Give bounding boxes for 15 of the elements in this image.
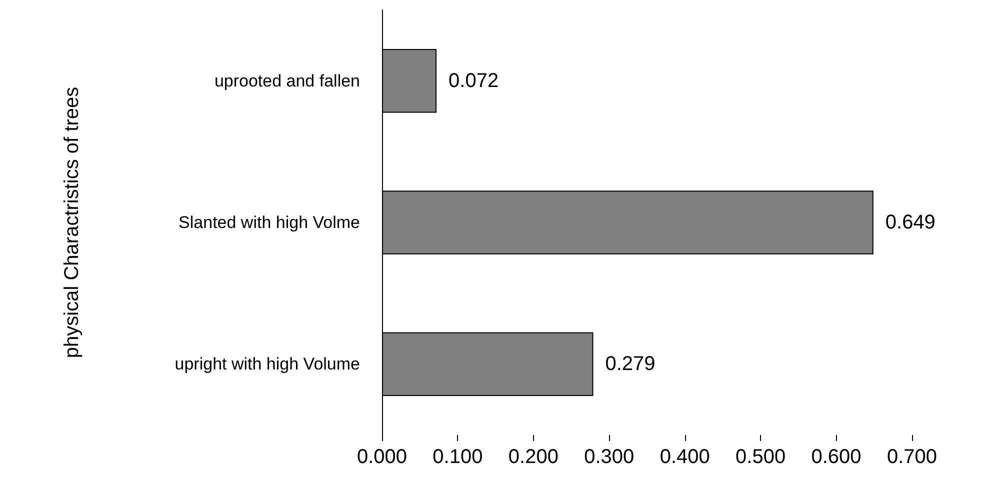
x-tick-label: 0.500 xyxy=(736,446,786,468)
x-tick-label: 0.700 xyxy=(886,446,938,468)
data-label: 0.649 xyxy=(885,212,936,234)
x-tick-label: 0.600 xyxy=(811,446,862,468)
x-tick-label: 0.000 xyxy=(356,446,408,468)
y-tick-label: upright with high Volume xyxy=(174,354,360,374)
y-tick-label: Slanted with high Volme xyxy=(178,213,360,232)
y-axis-title: physical Charactristics of trees xyxy=(61,86,83,358)
x-tick-label: 0.200 xyxy=(508,446,558,468)
x-tick-label: 0.300 xyxy=(584,446,634,468)
x-tick-label: 0.100 xyxy=(432,446,483,468)
data-label: 0.072 xyxy=(448,70,499,92)
y-tick-label: uprooted and fallen xyxy=(214,71,360,90)
data-label: 0.279 xyxy=(605,353,656,376)
x-tick-label: 0.400 xyxy=(660,446,710,468)
